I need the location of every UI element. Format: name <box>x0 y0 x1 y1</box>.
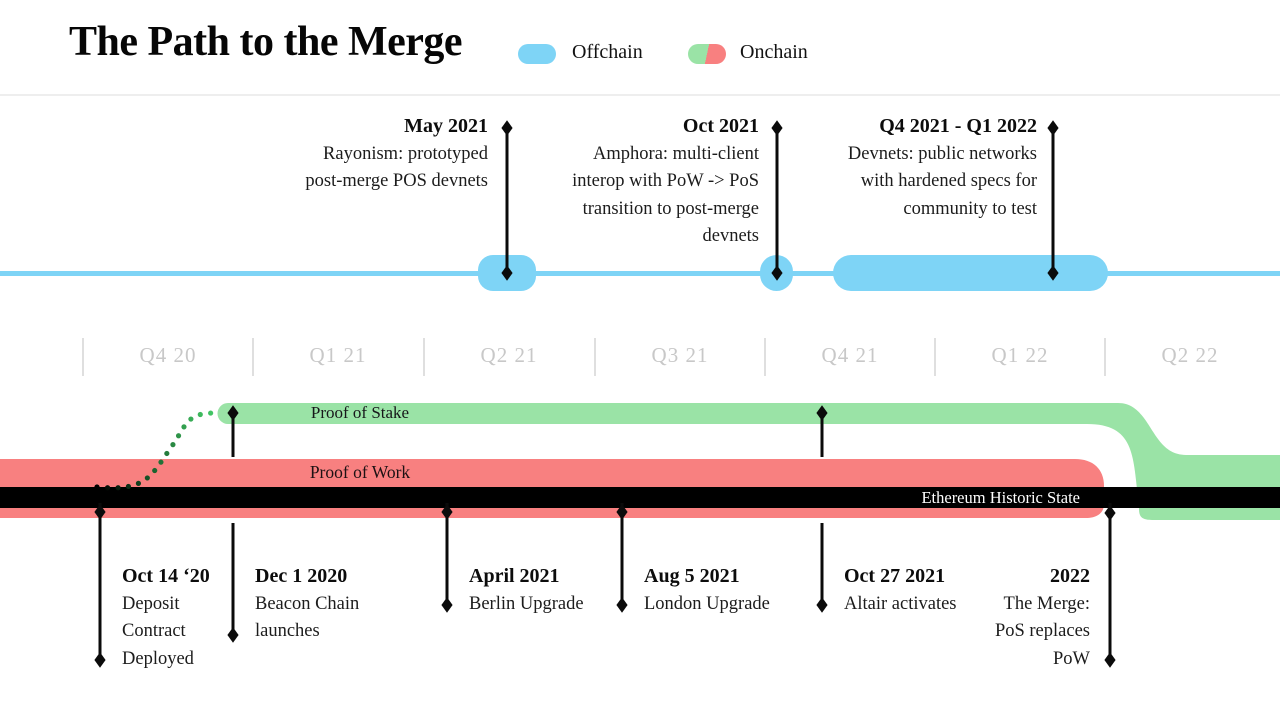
quarter-label: Q4 20 <box>139 343 197 367</box>
event-date: May 2021 <box>404 115 488 137</box>
historic-state-bar <box>0 487 1280 508</box>
event-rayonism: May 2021 Rayonism: prototyped post-merge… <box>305 115 488 191</box>
quarter-label: Q1 22 <box>991 343 1049 367</box>
quarter-label: Q2 21 <box>480 343 538 367</box>
quarter-label: Q2 22 <box>1161 343 1219 367</box>
quarter-ticks <box>82 338 1106 376</box>
quarter-label: Q4 21 <box>821 343 879 367</box>
event-altair: Oct 27 2021 Altair activates <box>844 565 957 614</box>
event-date: Q4 2021 - Q1 2022 <box>879 115 1037 137</box>
event-devnets: Q4 2021 - Q1 2022 Devnets: public networ… <box>847 115 1037 219</box>
beacon-chain-marker <box>227 405 239 643</box>
amphora-marker <box>771 120 783 281</box>
deposit-contract-marker <box>94 503 106 668</box>
offchain-track <box>0 255 1280 291</box>
event-date: 2022 <box>1050 565 1090 587</box>
event-date: Oct 2021 <box>682 115 759 137</box>
event-date: April 2021 <box>469 565 560 587</box>
onchain-bands <box>0 403 1280 520</box>
historic-state-label: Ethereum Historic State <box>921 488 1080 507</box>
quarter-label: Q3 21 <box>651 343 709 367</box>
event-markers <box>94 120 1116 668</box>
event-berlin-upgrade: April 2021 Berlin Upgrade <box>469 565 584 614</box>
event-date: Oct 27 2021 <box>844 565 946 587</box>
event-date: Dec 1 2020 <box>255 565 348 587</box>
proof-of-stake-band <box>217 403 1280 520</box>
header-divider <box>0 94 1280 96</box>
page-title: The Path to the Merge <box>69 19 463 65</box>
proof-of-work-label: Proof of Work <box>309 462 411 482</box>
onchain-legend-swatch-icon <box>688 44 726 64</box>
onchain-legend-label: Onchain <box>740 41 808 63</box>
offchain-legend-swatch-icon <box>518 44 556 64</box>
london-marker <box>616 503 628 613</box>
event-date: Aug 5 2021 <box>644 565 740 587</box>
offchain-legend-label: Offchain <box>572 41 643 63</box>
devnets-marker <box>1047 120 1059 281</box>
event-date: Oct 14 ‘20 <box>122 565 210 587</box>
event-beacon-chain: Dec 1 2020 Beacon Chain launches <box>255 565 360 641</box>
event-deposit-contract: Oct 14 ‘20 Deposit Contract Deployed <box>122 565 210 669</box>
event-amphora: Oct 2021 Amphora: multi-client interop w… <box>572 115 759 246</box>
event-the-merge: 2022 The Merge: PoS replaces PoW <box>994 565 1090 669</box>
berlin-marker <box>441 503 453 613</box>
rayonism-marker <box>501 120 513 281</box>
altair-marker <box>816 405 828 613</box>
proof-of-stake-label: Proof of Stake <box>310 403 410 422</box>
event-london-upgrade: Aug 5 2021 London Upgrade <box>644 565 770 614</box>
the-merge-marker <box>1104 503 1116 668</box>
deposit-dotted-curve <box>94 410 217 491</box>
devnets-pill <box>833 255 1108 291</box>
quarter-label: Q1 21 <box>309 343 367 367</box>
